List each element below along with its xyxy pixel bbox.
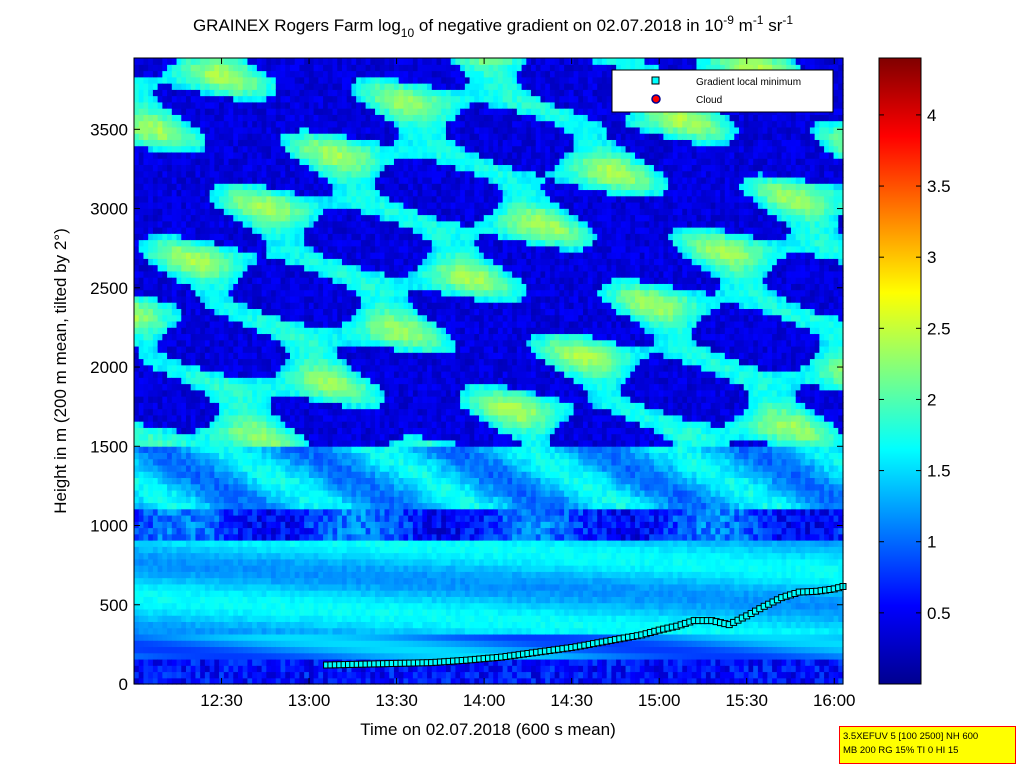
stamp-line-2: MB 200 RG 15% TI 0 HI 15 [843, 745, 959, 756]
colorbar-tick-label: 1.5 [927, 462, 951, 481]
colorbar-tick-label: 0.5 [927, 604, 951, 623]
colorbar: 0.5 1 1.5 2 2.5 3 3.5 4 [878, 57, 951, 685]
x-axis-ticks: 12:30 13:00 13:30 14:00 14:30 15:00 15:30 16:00 [200, 58, 856, 710]
colorbar-tick-label: 4 [927, 106, 936, 125]
stamp-line-1: 3.5XEFUV 5 [100 2500] NH 600 [843, 731, 979, 742]
x-tick-label: 14:30 [550, 691, 593, 710]
y-tick-label: 3000 [90, 200, 128, 219]
x-tick-label: 13:00 [288, 691, 331, 710]
x-tick-label: 12:30 [200, 691, 243, 710]
x-tick-label: 14:00 [463, 691, 506, 710]
x-tick-label: 13:30 [375, 691, 418, 710]
y-tick-label: 0 [119, 675, 128, 694]
legend: Gradient local minimum Cloud [611, 69, 834, 113]
y-tick-label: 2500 [90, 279, 128, 298]
chart-title: GRAINEX Rogers Farm log10 of negative gr… [193, 13, 793, 40]
legend-square-icon [651, 76, 660, 85]
x-axis-label: Time on 02.07.2018 (600 s mean) [360, 720, 615, 739]
plot-area: 12:30 13:00 13:30 14:00 14:30 15:00 15:30 16:00… [90, 57, 856, 710]
settings-stamp: 3.5XEFUV 5 [100 2500] NH 600 MB 200 RG 1… [839, 726, 1016, 764]
colorbar-tick-label: 2.5 [927, 319, 951, 338]
heatmap [134, 58, 844, 685]
y-tick-label: 1500 [90, 437, 128, 456]
colorbar-tick-label: 3 [927, 248, 936, 267]
colorbar-ticks: 0.5 1 1.5 2 2.5 3 3.5 4 [879, 106, 951, 623]
y-axis-label: Height in m (200 m mean, tilted by 2°) [51, 228, 70, 514]
x-tick-label: 15:30 [725, 691, 768, 710]
legend-cloud-icon [651, 94, 661, 104]
x-tick-label: 15:00 [638, 691, 681, 710]
y-tick-label: 500 [100, 596, 128, 615]
colorbar-tick-label: 1 [927, 533, 936, 552]
colorbar-tick-label: 3.5 [927, 177, 951, 196]
y-tick-label: 1000 [90, 517, 128, 536]
y-tick-label: 3500 [90, 120, 128, 139]
colorbar-tick-label: 2 [927, 390, 936, 409]
legend-entry-cloud: Cloud [696, 95, 722, 106]
x-tick-label: 16:00 [813, 691, 856, 710]
y-axis-ticks: 0 500 1000 1500 2000 2500 3000 3500 [90, 120, 843, 694]
y-tick-label: 2000 [90, 358, 128, 377]
gradient-minimum-series [323, 583, 847, 669]
legend-entry-gradient: Gradient local minimum [696, 77, 801, 88]
